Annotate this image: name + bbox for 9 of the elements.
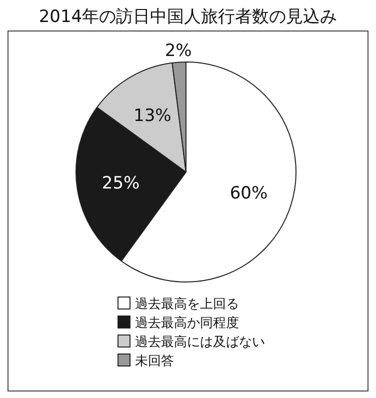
data-label: 2%: [164, 41, 192, 62]
legend-label: 過去最高か同程度: [135, 315, 239, 331]
data-label: 13%: [134, 106, 172, 126]
legend-label: 未回答: [135, 354, 174, 369]
legend-label: 過去最高を上回る: [135, 296, 239, 312]
chart-title: 2014年の訪日中国人旅行者数の見込み: [38, 7, 338, 27]
legend-label: 過去最高には及ばない: [135, 334, 265, 350]
data-label: 25%: [102, 173, 140, 194]
data-label: 60%: [230, 183, 268, 204]
